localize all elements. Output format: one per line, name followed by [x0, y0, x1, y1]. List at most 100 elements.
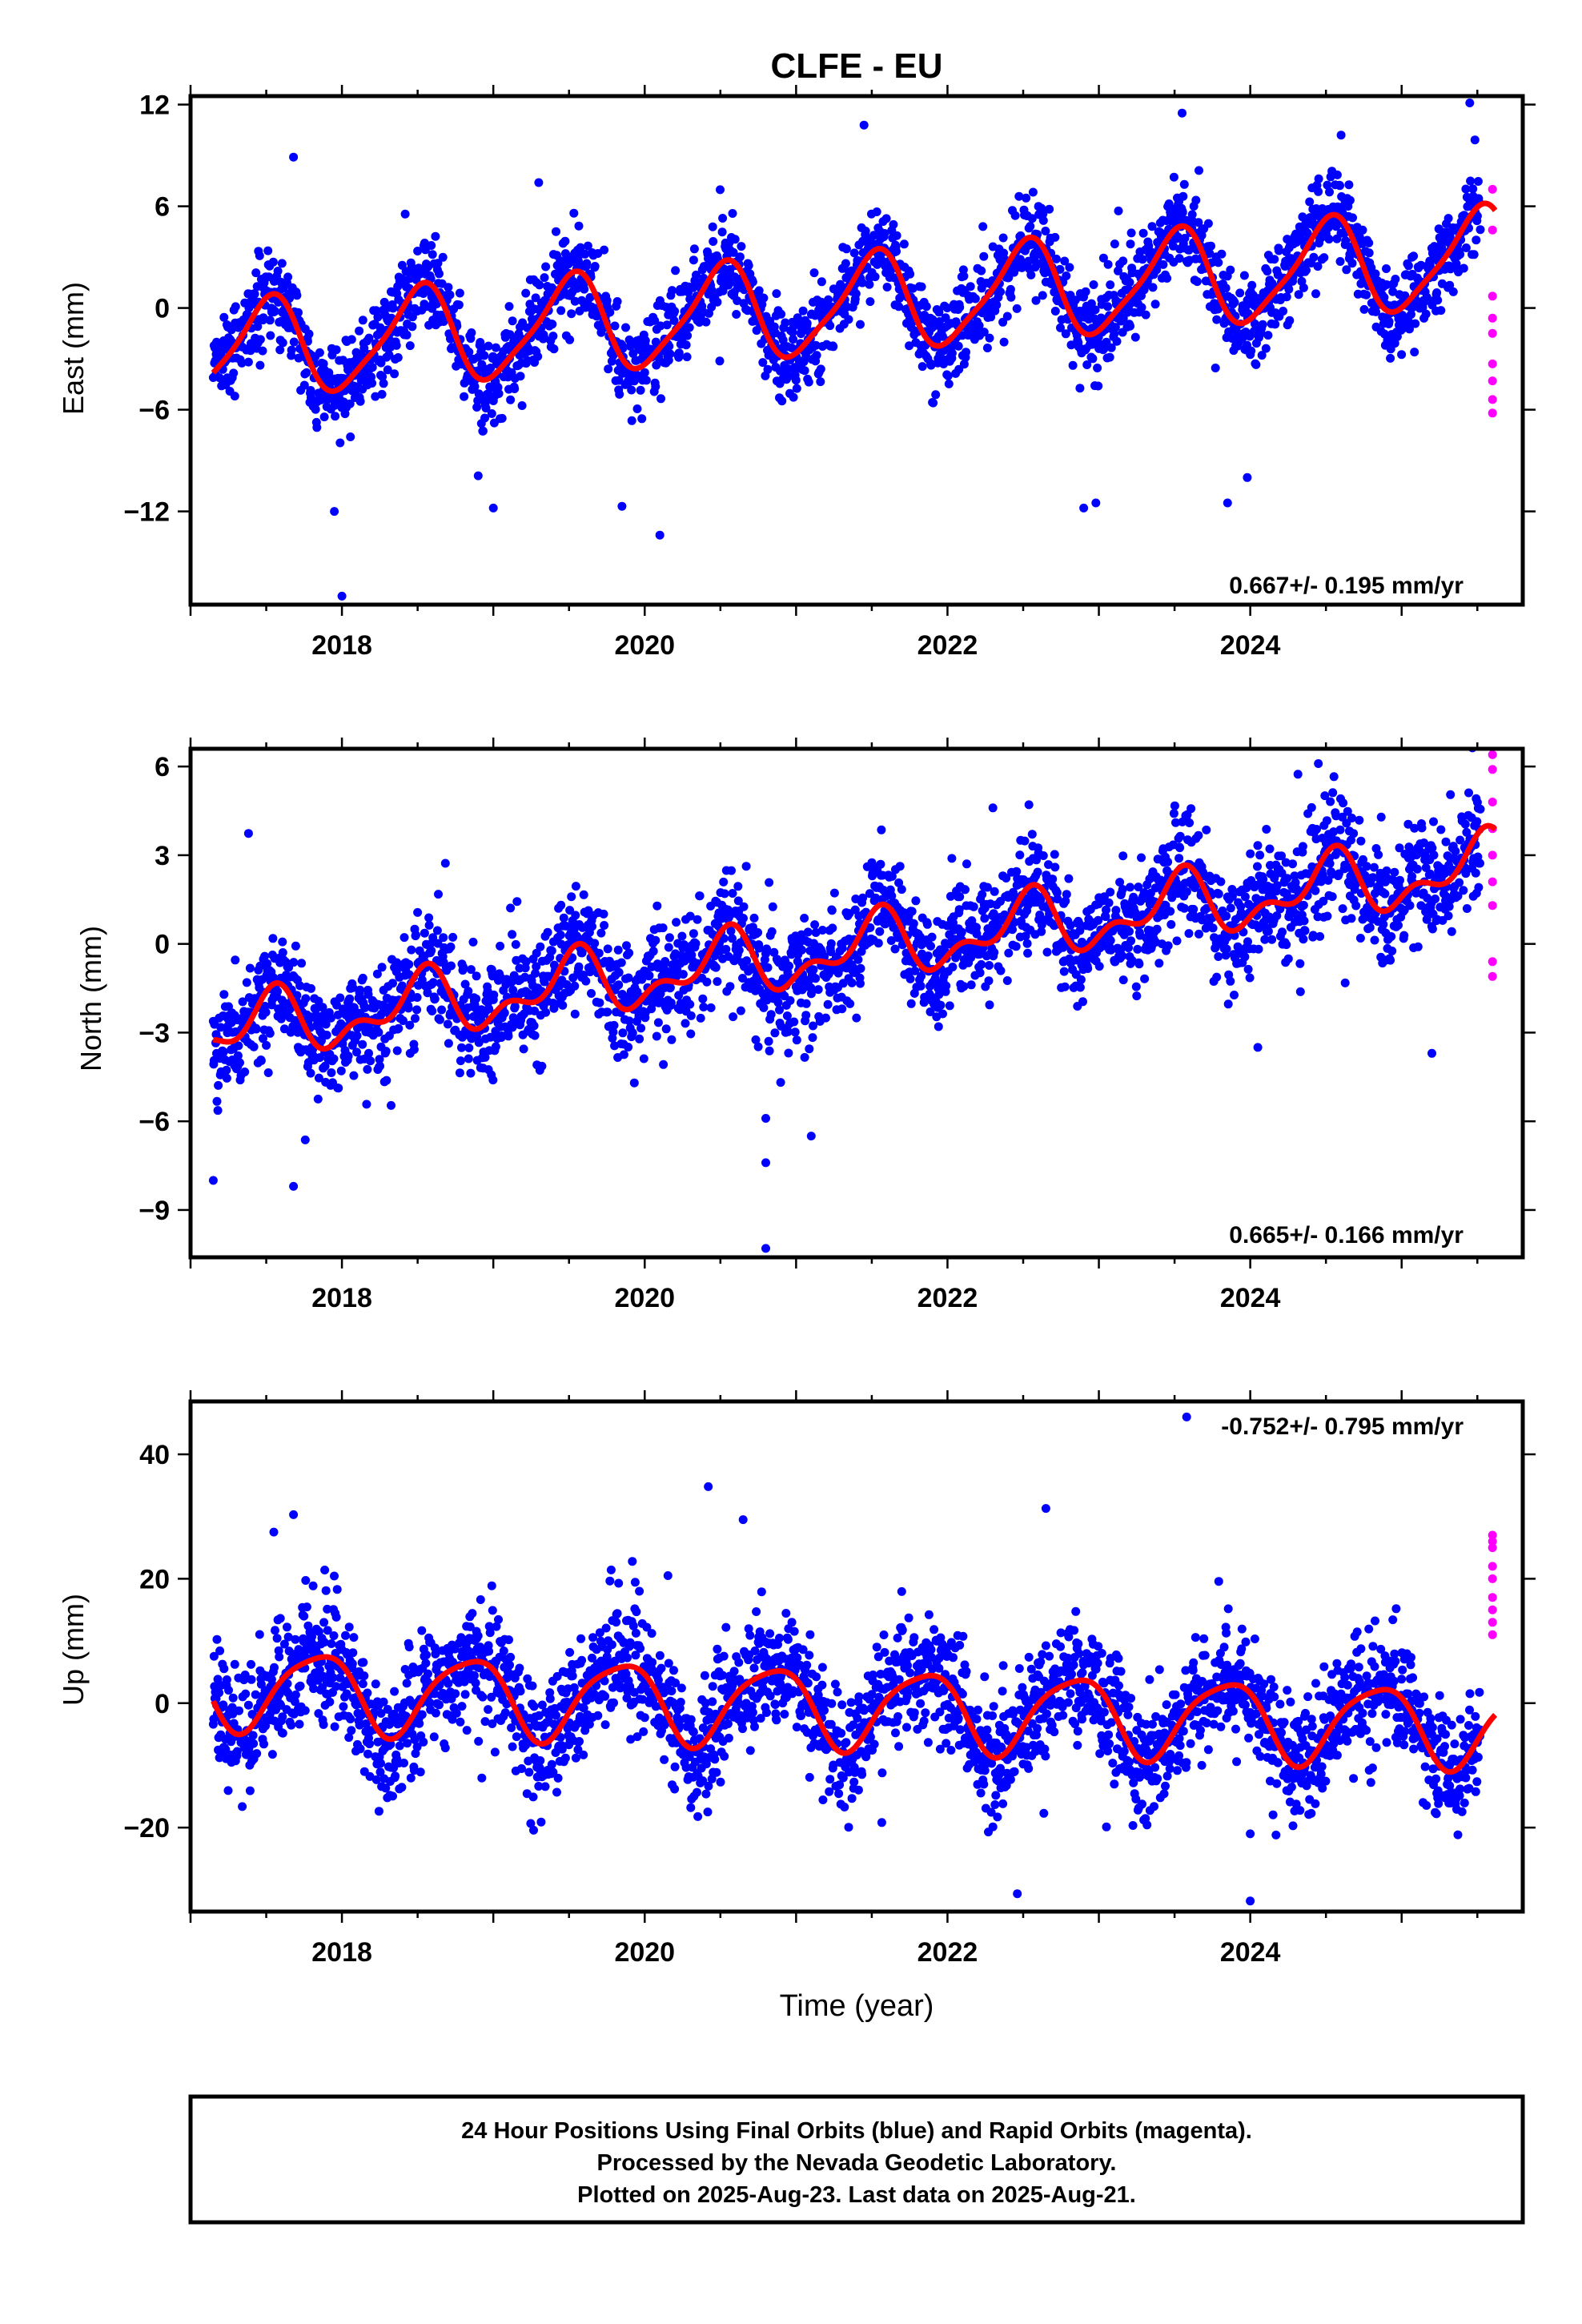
final-point [1012, 304, 1022, 313]
final-point [587, 989, 596, 998]
final-point [390, 369, 400, 379]
final-point [1253, 862, 1262, 871]
final-point [858, 893, 868, 903]
final-point [754, 286, 764, 296]
final-point [1189, 904, 1199, 914]
final-point [1214, 952, 1223, 961]
final-point [753, 928, 763, 937]
final-point [614, 376, 624, 385]
final-point [1062, 890, 1071, 899]
final-point [1230, 991, 1239, 999]
final-point [652, 901, 662, 911]
final-point [917, 362, 927, 372]
final-point [636, 385, 645, 395]
final-point [1226, 903, 1235, 913]
final-point [1044, 860, 1053, 870]
final-point [992, 300, 1002, 310]
final-point [1254, 944, 1263, 954]
east-frame [188, 94, 1525, 607]
final-point-outlier [488, 503, 498, 513]
final-point [674, 348, 684, 358]
final-point [1088, 354, 1098, 364]
final-point [313, 1094, 323, 1104]
final-point [504, 1031, 513, 1041]
final-point [494, 389, 504, 398]
final-point [273, 267, 283, 275]
final-point [1141, 310, 1150, 320]
final-point [733, 296, 742, 305]
final-point [388, 304, 398, 313]
final-point [567, 892, 576, 902]
final-point [758, 358, 768, 368]
final-point [894, 878, 904, 887]
final-point [1184, 929, 1194, 939]
final-point [781, 318, 790, 328]
final-point [686, 1011, 696, 1020]
final-point [533, 352, 543, 361]
final-point [259, 313, 268, 323]
final-point [388, 979, 397, 988]
final-point [672, 918, 681, 927]
final-point [651, 935, 661, 945]
final-point [789, 335, 798, 344]
final-point [837, 943, 847, 953]
final-point [856, 979, 865, 988]
final-point [443, 1019, 452, 1029]
final-point [574, 221, 584, 231]
final-point [659, 1059, 669, 1069]
final-point [887, 871, 897, 881]
final-point [1214, 258, 1223, 267]
final-point [1392, 332, 1402, 341]
final-point [1179, 903, 1189, 913]
final-point [558, 1000, 568, 1010]
final-point [926, 941, 935, 951]
final-point [560, 236, 570, 246]
final-point [381, 1047, 391, 1056]
final-point [1064, 874, 1074, 883]
final-point [1021, 931, 1030, 941]
y-tick-label: −6 [139, 396, 170, 426]
final-point [552, 227, 560, 236]
final-point [812, 351, 821, 360]
final-point [1187, 210, 1197, 219]
final-point [1236, 908, 1246, 918]
final-point [348, 983, 358, 992]
final-point [946, 891, 955, 901]
final-point [1448, 287, 1458, 296]
final-point [405, 1020, 415, 1030]
final-point [787, 344, 797, 352]
final-point [1223, 999, 1233, 1009]
final-point [447, 961, 456, 971]
final-point [1004, 948, 1014, 958]
final-point [1022, 939, 1032, 948]
rapid-point [1488, 376, 1497, 386]
final-point [905, 341, 914, 351]
final-point [1138, 228, 1148, 238]
final-point [1106, 887, 1115, 897]
final-point [307, 393, 315, 402]
final-point [302, 368, 311, 377]
final-point [531, 968, 540, 978]
final-point [701, 317, 711, 327]
final-point [651, 382, 661, 392]
final-point [613, 945, 623, 955]
final-point [256, 1056, 266, 1065]
final-point [570, 1009, 580, 1019]
final-point [1012, 866, 1022, 876]
final-point [721, 944, 731, 954]
final-point [662, 320, 672, 330]
final-point [640, 336, 650, 345]
rapid-point [1488, 328, 1497, 338]
final-point [1061, 329, 1070, 339]
final-point [596, 928, 606, 938]
final-point [1053, 895, 1062, 904]
final-point [1110, 323, 1120, 332]
final-point [1118, 951, 1127, 961]
final-point [360, 1003, 370, 1012]
final-point [255, 335, 265, 344]
final-point [1211, 364, 1220, 372]
final-point [637, 414, 647, 424]
final-point [258, 346, 267, 356]
final-point [636, 1023, 646, 1033]
final-point [306, 386, 315, 395]
